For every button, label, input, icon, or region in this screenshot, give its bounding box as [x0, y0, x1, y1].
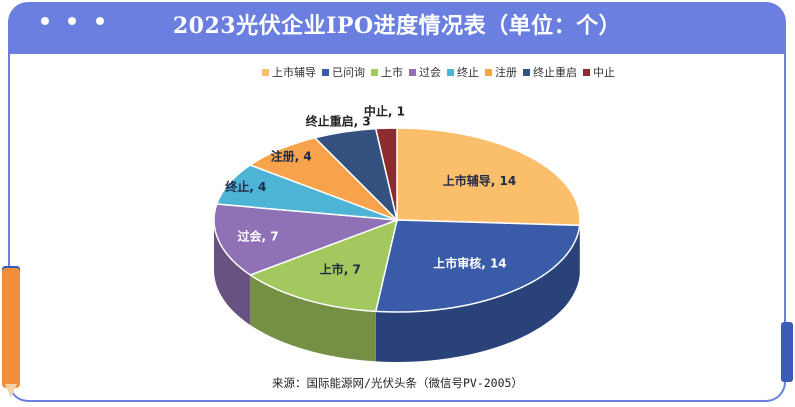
legend-label: 终止重启 — [533, 66, 577, 79]
legend-label: 已问询 — [332, 66, 365, 79]
window-dot-2 — [68, 17, 76, 25]
pencil-icon — [2, 268, 20, 388]
pie-slice-side — [214, 220, 251, 325]
legend-item: 终止 — [447, 64, 479, 80]
legend-item: 过会 — [409, 64, 441, 80]
pie-slice — [248, 218, 399, 313]
window-dot-3 — [96, 17, 104, 25]
legend-swatch — [485, 68, 492, 76]
data-label: 上市, 7 — [320, 261, 361, 276]
chart-title: 2023光伏企业IPO进度情况表（单位：个） — [172, 13, 622, 39]
window-dot-1 — [41, 17, 49, 25]
pie-slice — [213, 203, 398, 276]
legend-item: 上市辅导 — [262, 64, 316, 80]
pie-slice-side — [250, 274, 376, 362]
side-tab — [781, 322, 793, 382]
legend-swatch — [371, 68, 378, 76]
pie-slice-side — [375, 225, 580, 362]
chart-legend: 上市辅导 已问询 上市 过会 终止 注册 终止重启 中止 — [262, 64, 615, 80]
legend-label: 上市 — [381, 66, 403, 79]
legend-swatch — [447, 68, 454, 76]
legend-swatch — [322, 68, 329, 76]
legend-swatch — [409, 68, 416, 76]
legend-item: 终止重启 — [523, 64, 577, 80]
legend-item: 中止 — [583, 64, 615, 80]
legend-label: 过会 — [419, 66, 441, 79]
data-label: 中止, 1 — [364, 104, 405, 119]
pencil-tip-icon — [5, 384, 17, 398]
legend-label: 中止 — [593, 66, 615, 79]
legend-swatch — [262, 68, 269, 76]
data-label: 终止, 4 — [225, 179, 266, 194]
data-label: 上市审核, 14 — [433, 256, 506, 271]
legend-item: 注册 — [485, 64, 517, 80]
data-label: 上市辅导, 14 — [443, 173, 516, 188]
legend-label: 注册 — [495, 66, 517, 79]
legend-swatch — [583, 68, 590, 76]
pie-slice — [396, 127, 581, 227]
legend-item: 已问询 — [322, 64, 365, 80]
data-label: 终止重启, 3 — [306, 113, 371, 128]
source-note: 来源：国际能源网/光伏头条（微信号PV-2005） — [272, 376, 523, 390]
legend-item: 上市 — [371, 64, 403, 80]
legend-swatch — [523, 68, 530, 76]
data-label: 过会, 7 — [238, 229, 279, 244]
data-label: 注册, 4 — [271, 149, 312, 164]
pie-slice — [374, 219, 581, 313]
legend-label: 终止 — [457, 66, 479, 79]
legend-label: 上市辅导 — [272, 66, 316, 79]
pie-slice — [374, 127, 398, 221]
